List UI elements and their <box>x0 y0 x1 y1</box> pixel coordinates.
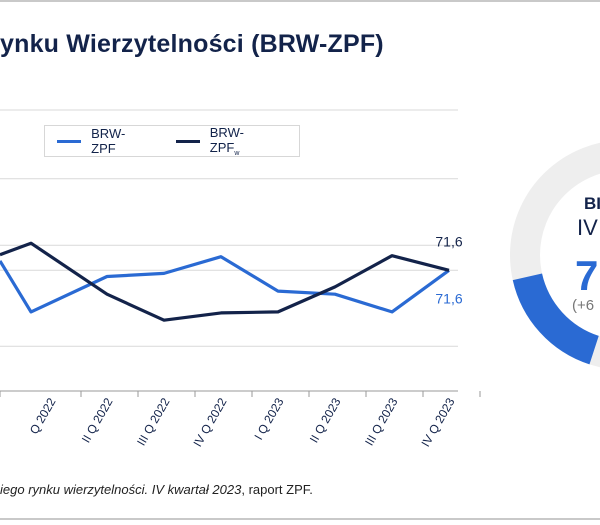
end-label-brw-zpfw: 71,6 <box>435 233 462 249</box>
x-tick-label: II Q 2022 <box>79 395 116 445</box>
x-tick-label: III Q 2022 <box>134 395 173 448</box>
legend-swatch-brw-zpfw <box>175 139 200 143</box>
legend-label-main: BRW-ZPF <box>209 125 244 155</box>
source-italic: iego rynku wierzytelności. IV kwartał 20… <box>0 482 242 497</box>
end-label-brw-zpf: 71,6 <box>435 290 462 306</box>
gauge-fill <box>512 273 600 365</box>
gauge-value: 7 <box>575 252 599 299</box>
x-tick-label: II Q 2023 <box>307 395 344 445</box>
x-tick-label: Q 2022 <box>27 395 59 436</box>
series-line-brw-zpf <box>0 255 450 314</box>
legend-label-brw-zpfw: BRW-ZPFw <box>210 125 269 157</box>
x-tick-label: IV Q 2022 <box>190 395 229 449</box>
gauge-change: (+6 <box>572 297 595 314</box>
chart-legend: BRW-ZPF BRW-ZPFw <box>44 125 300 157</box>
legend-item-brw-zpfw: BRW-ZPFw <box>175 125 269 157</box>
source-normal: , raport ZPF. <box>241 482 313 497</box>
x-tick-label: IV Q 2023 <box>418 395 457 449</box>
x-tick-label: III Q 2023 <box>362 395 401 448</box>
x-tick-label: I Q 2023 <box>251 395 286 442</box>
legend-item-brw-zpf: BRW-ZPF <box>57 126 146 156</box>
gauge-label-line2: IV <box>577 215 598 240</box>
series-line-brw-zpfw <box>0 241 450 322</box>
chart-title: ynku Wierzytelności (BRW-ZPF) <box>0 30 384 58</box>
source-note: iego rynku wierzytelności. IV kwartał 20… <box>0 482 313 497</box>
legend-swatch-brw-zpf <box>57 139 82 143</box>
legend-label-subscript: w <box>234 150 240 157</box>
legend-label-brw-zpf: BRW-ZPF <box>91 126 126 156</box>
gauge-track <box>510 142 600 368</box>
gauge-label-line1: BI <box>584 194 600 213</box>
